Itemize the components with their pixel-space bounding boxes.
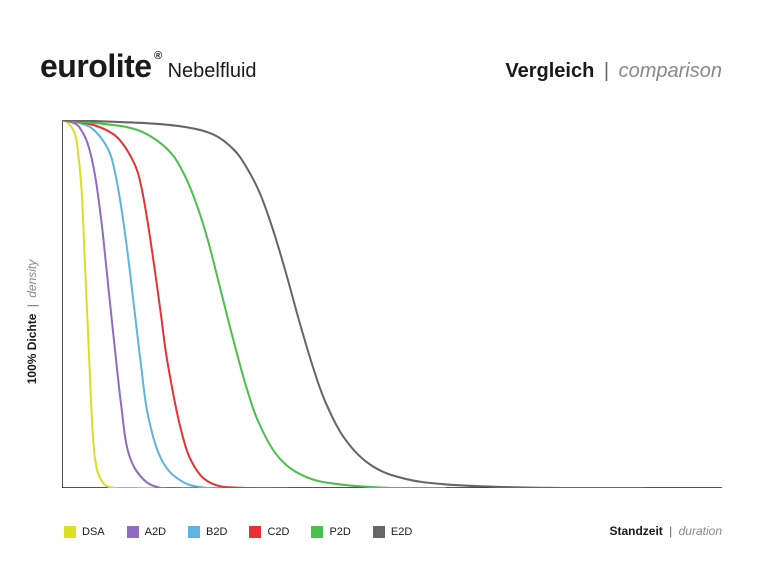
legend-swatch: [249, 526, 261, 538]
legend-item-a2d: A2D: [127, 526, 166, 538]
series-p2d: [62, 120, 445, 488]
legend-label: P2D: [329, 526, 350, 538]
x-label-sep: |: [669, 524, 672, 538]
brand-text: eurolite: [40, 48, 152, 84]
legend-swatch: [311, 526, 323, 538]
legend-swatch: [188, 526, 200, 538]
brand-subtitle: Nebelfluid: [168, 60, 257, 83]
legend-swatch: [373, 526, 385, 538]
series-b2d: [62, 120, 247, 488]
chart-area: 100% Dichte | density DSAA2DB2DC2DP2DE2D…: [40, 120, 722, 510]
x-axis-label: Standzeit | duration: [609, 524, 722, 538]
title-italic: comparison: [619, 60, 722, 82]
series-e2d: [62, 120, 643, 488]
legend-label: B2D: [206, 526, 227, 538]
y-label-sep: |: [25, 304, 39, 307]
y-label-bold: 100% Dichte: [25, 314, 39, 385]
header: eurolite® Nebelfluid Vergleich | compari…: [40, 48, 722, 85]
title-bold: Vergleich: [505, 60, 594, 82]
legend-item-e2d: E2D: [373, 526, 412, 538]
legend-label: DSA: [82, 526, 105, 538]
legend: DSA A2D B2D C2D P2D E2D: [64, 526, 412, 538]
legend-swatch: [127, 526, 139, 538]
series-a2d: [62, 120, 194, 488]
legend-label: A2D: [145, 526, 166, 538]
y-label-italic: density: [25, 260, 39, 298]
x-label-bold: Standzeit: [609, 524, 662, 538]
y-axis-label: 100% Dichte | density: [25, 260, 39, 385]
x-label-italic: duration: [679, 524, 722, 538]
plot-svg: [62, 120, 722, 488]
legend-label: E2D: [391, 526, 412, 538]
legend-item-c2d: C2D: [249, 526, 289, 538]
series-dsa: [62, 120, 154, 488]
legend-item-b2d: B2D: [188, 526, 227, 538]
registered-mark: ®: [154, 50, 162, 62]
legend-swatch: [64, 526, 76, 538]
plot: [62, 120, 722, 488]
brand-name: eurolite®: [40, 48, 152, 85]
legend-item-p2d: P2D: [311, 526, 350, 538]
legend-label: C2D: [267, 526, 289, 538]
title-right: Vergleich | comparison: [505, 60, 722, 83]
title-sep: |: [604, 60, 609, 82]
legend-item-dsa: DSA: [64, 526, 105, 538]
brand-block: eurolite® Nebelfluid: [40, 48, 257, 85]
